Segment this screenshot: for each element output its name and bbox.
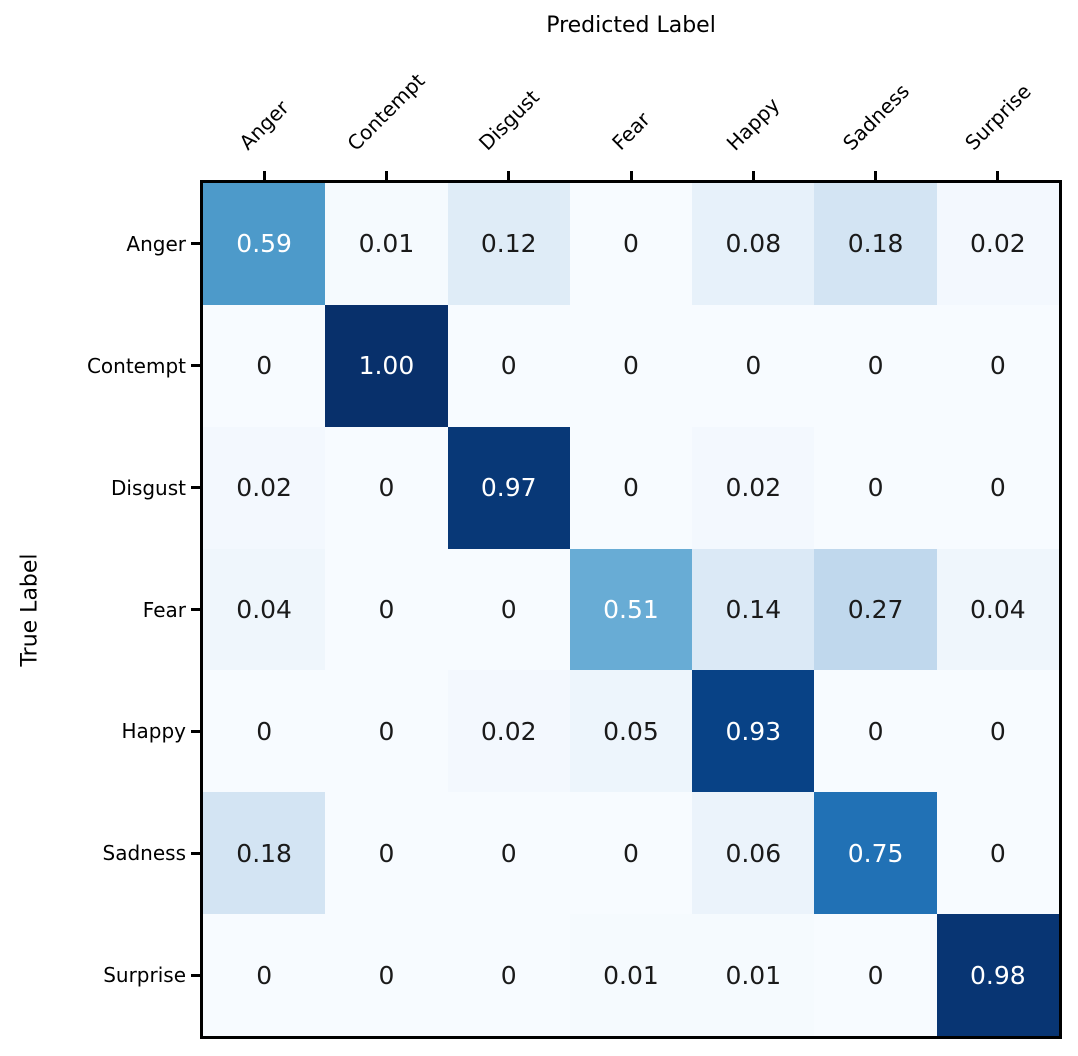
y-tick-mark: [191, 242, 200, 246]
y-tick-label-contempt: Contempt: [86, 353, 186, 378]
heatmap-cell-surprise-disgust: 0: [447, 914, 570, 1036]
y-tick-label-sadness: Sadness: [102, 841, 186, 866]
heatmap-cell-contempt-sadness: 0: [814, 304, 937, 427]
y-tick-mark: [191, 729, 200, 733]
y-tick-label-happy: Happy: [121, 719, 186, 744]
heatmap-cell-disgust-anger: 0.02: [203, 426, 326, 549]
heatmap-cell-anger-fear: 0: [569, 183, 693, 305]
x-tick-mark: [384, 171, 388, 180]
heatmap-cell-surprise-anger: 0: [203, 914, 326, 1036]
x-tick-mark: [874, 171, 878, 180]
heatmap-cell-fear-contempt: 0: [325, 548, 448, 671]
heatmap-cell-fear-disgust: 0: [447, 548, 570, 671]
heatmap-cell-happy-anger: 0: [203, 670, 326, 793]
heatmap-cell-sadness-happy: 0.06: [692, 792, 815, 915]
heatmap-cell-anger-surprise: 0.02: [936, 183, 1059, 305]
heatmap-cell-happy-disgust: 0.02: [447, 670, 570, 793]
heatmap-cell-disgust-contempt: 0: [325, 426, 448, 549]
heatmap-cell-sadness-disgust: 0: [447, 792, 570, 915]
heatmap-cell-anger-happy: 0.08: [692, 183, 815, 305]
heatmap-cell-anger-sadness: 0.18: [814, 183, 937, 305]
heatmap-cell-happy-surprise: 0: [936, 670, 1059, 793]
heatmap-cell-happy-contempt: 0: [325, 670, 448, 793]
heatmap-cell-sadness-fear: 0: [569, 792, 693, 915]
y-tick-label-disgust: Disgust: [110, 475, 186, 500]
x-tick-label-sadness: Sadness: [837, 79, 914, 156]
x-tick-mark: [996, 171, 1000, 180]
y-tick-mark: [191, 973, 200, 977]
y-tick-mark: [191, 486, 200, 490]
x-tick-mark: [751, 171, 755, 180]
heatmap-cell-contempt-anger: 0: [203, 304, 326, 427]
heatmap-cell-disgust-sadness: 0: [814, 426, 937, 549]
heatmap-cell-anger-contempt: 0.01: [325, 183, 448, 305]
y-tick-mark: [191, 608, 200, 611]
x-tick-label-disgust: Disgust: [473, 84, 544, 155]
heatmap-cell-surprise-sadness: 0: [814, 914, 937, 1036]
heatmap-cell-sadness-contempt: 0: [325, 792, 448, 915]
heatmap-cell-contempt-surprise: 0: [936, 304, 1059, 427]
x-tick-mark: [507, 171, 511, 180]
heatmap-cell-anger-disgust: 0.12: [447, 183, 570, 305]
heatmap-cell-happy-sadness: 0: [814, 670, 937, 793]
heatmap-cell-surprise-happy: 0.01: [692, 914, 815, 1036]
x-tick-mark: [629, 171, 633, 180]
predicted-label-axis-title: Predicted Label: [546, 13, 716, 38]
x-tick-label-contempt: Contempt: [342, 67, 430, 156]
heatmap-cell-fear-anger: 0.04: [203, 548, 326, 671]
heatmap-cell-disgust-fear: 0: [569, 426, 693, 549]
heatmap-cell-surprise-fear: 0.01: [569, 914, 693, 1036]
x-tick-label-fear: Fear: [607, 107, 655, 156]
heatmap-cell-sadness-anger: 0.18: [203, 792, 326, 915]
heatmap-cell-disgust-surprise: 0: [936, 426, 1059, 549]
heatmap-cell-sadness-surprise: 0: [936, 792, 1059, 915]
x-tick-label-anger: Anger: [234, 95, 294, 155]
heatmap-cell-sadness-sadness: 0.75: [814, 792, 937, 915]
heatmap-cell-fear-surprise: 0.04: [936, 548, 1059, 671]
heatmap-cell-surprise-surprise: 0.98: [936, 914, 1059, 1036]
heatmap-cell-anger-anger: 0.59: [203, 183, 326, 305]
heatmap-cell-contempt-happy: 0: [692, 304, 815, 427]
heatmap-cell-surprise-contempt: 0: [325, 914, 448, 1036]
heatmap-grid: 0.59 0.01 0.12 0 0.08 0.18 0.02 0 1.00 0 0 0 0 0 0.02 0…: [200, 180, 1062, 1039]
heatmap-cell-contempt-disgust: 0: [447, 304, 570, 427]
heatmap-cell-fear-happy: 0.14: [692, 548, 815, 671]
heatmap-cell-disgust-happy: 0.02: [692, 426, 815, 549]
y-tick-label-anger: Anger: [126, 231, 186, 256]
y-tick-label-surprise: Surprise: [103, 963, 186, 988]
y-tick-label-fear: Fear: [142, 597, 186, 622]
heatmap-cell-contempt-fear: 0: [569, 304, 693, 427]
heatmap-cell-contempt-contempt: 1.00: [325, 304, 448, 427]
x-tick-label-happy: Happy: [721, 92, 785, 155]
heatmap-cell-fear-fear: 0.51: [569, 548, 693, 671]
heatmap-cell-fear-sadness: 0.27: [814, 548, 937, 671]
y-tick-mark: [191, 364, 200, 368]
x-tick-label-surprise: Surprise: [960, 79, 1036, 155]
true-label-axis-title: True Label: [17, 552, 43, 667]
heatmap-cell-happy-happy: 0.93: [692, 670, 815, 793]
x-tick-mark: [262, 171, 266, 180]
y-tick-mark: [191, 851, 200, 855]
heatmap-cell-happy-fear: 0.05: [569, 670, 693, 793]
heatmap-cell-disgust-disgust: 0.97: [447, 426, 570, 549]
